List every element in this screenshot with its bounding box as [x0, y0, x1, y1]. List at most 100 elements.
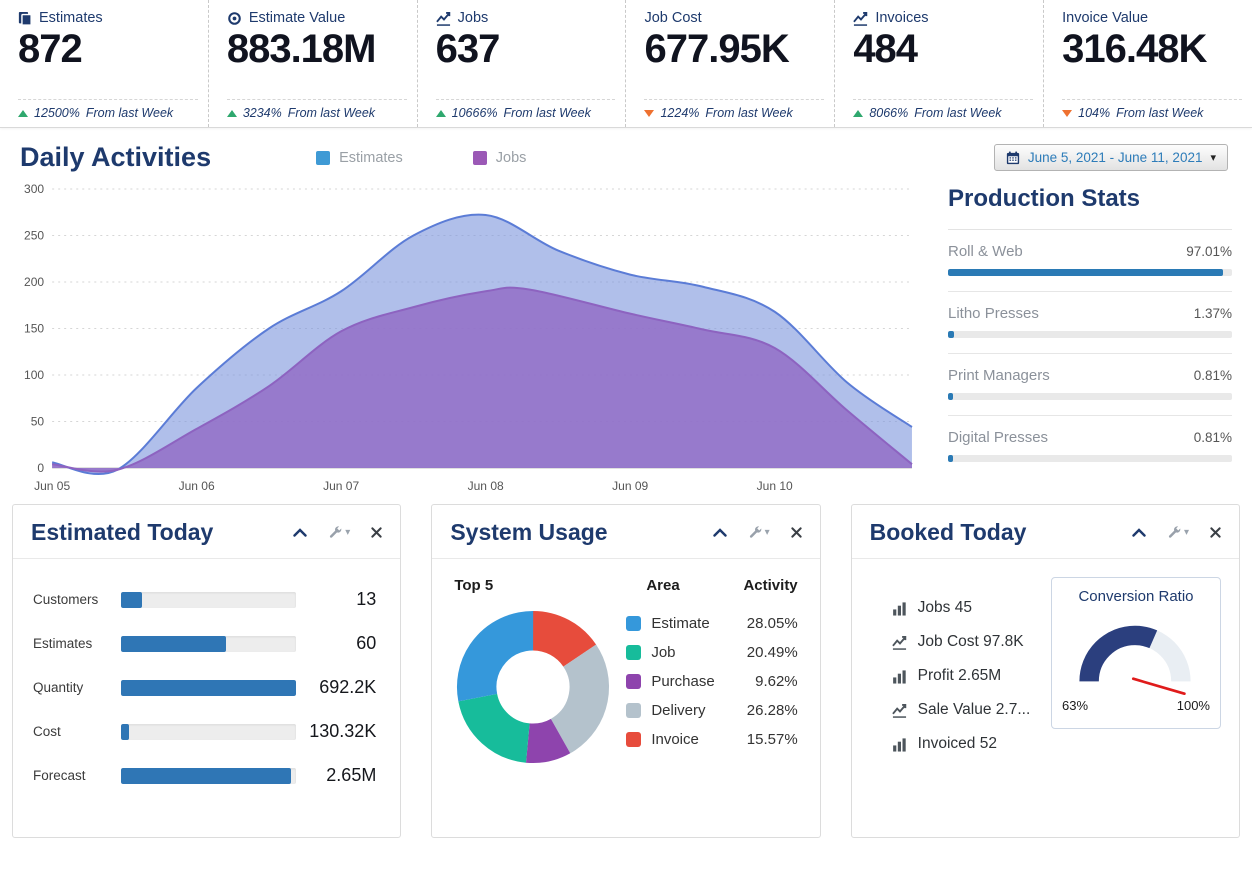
kpi-caption: From last Week	[1116, 106, 1204, 120]
kpi-card-estimate-value: Estimate Value 883.18M 3234% From last Week	[207, 0, 417, 127]
trend-up-icon	[226, 109, 237, 117]
usage-donut-chart	[457, 610, 610, 764]
gauge-fill	[1079, 625, 1191, 682]
bottom-cards: Estimated Today ▾ Customers 13 Estimates 60…	[0, 494, 1252, 839]
kpi-label: Estimates	[39, 10, 103, 26]
production-stat-item: Digital Presses 0.81%	[948, 416, 1232, 477]
svg-text:50: 50	[31, 414, 45, 428]
kpi-change: 1224%	[660, 106, 700, 120]
estimate-row-value: 2.65M	[326, 765, 377, 786]
collapse-icon[interactable]	[712, 528, 727, 537]
kpi-value: 484	[853, 27, 918, 71]
booked-item: Profit 2.65M	[892, 667, 1051, 685]
legend-swatch	[472, 150, 487, 165]
svg-text:150: 150	[24, 321, 44, 335]
collapse-icon[interactable]	[1132, 528, 1146, 537]
estimate-row-bar	[121, 723, 297, 740]
donut-segment-purchase	[457, 610, 610, 764]
close-icon[interactable]	[791, 527, 802, 538]
legend-item-jobs[interactable]: Jobs	[472, 150, 526, 166]
daily-activities-chart: 0 50 100 150 200 250 300 Jun 05 Jun 06 Jun 07 Jun …	[14, 181, 922, 494]
svg-text:Jun 09: Jun 09	[612, 479, 648, 493]
conversion-gauge: Conversion Ratio 63% 100%	[1050, 577, 1221, 730]
close-icon[interactable]	[1210, 527, 1221, 538]
bar-chart-icon	[892, 601, 907, 616]
activity-header: Activity	[743, 577, 798, 595]
wrench-icon[interactable]: ▾	[1167, 525, 1189, 540]
production-stat-item: Roll & Web 97.01%	[948, 230, 1232, 292]
calendar-icon	[1006, 151, 1020, 165]
booked-item-text: Sale Value 2.7...	[917, 701, 1031, 719]
usage-area-label: Delivery	[651, 701, 706, 719]
svg-text:Jun 10: Jun 10	[757, 479, 793, 493]
usage-legend-item: Invoice 15.57%	[626, 731, 798, 748]
usage-legend-item: Job 20.49%	[626, 644, 798, 661]
production-stat-item: Print Managers 0.81%	[948, 354, 1232, 416]
top5-label: Top 5	[454, 577, 494, 595]
kpi-label: Jobs	[457, 10, 489, 26]
card-title: Estimated Today	[31, 519, 214, 546]
kpi-value: 883.18M	[226, 27, 377, 71]
booked-item: Invoiced 52	[892, 735, 1051, 753]
kpi-card-jobs: Jobs 637 10666% From last Week	[416, 0, 626, 127]
stat-label: Digital Presses	[948, 429, 1049, 446]
svg-text:200: 200	[24, 275, 44, 289]
legend-swatch	[316, 150, 331, 165]
usage-legend-item: Estimate 28.05%	[626, 615, 798, 632]
booked-list: Jobs 45 Job Cost 97.8K Profit 2.65M Sale Va…	[866, 599, 1051, 769]
close-icon[interactable]	[371, 527, 382, 538]
estimate-row-label: Estimates	[33, 636, 93, 652]
kpi-value: 637	[435, 27, 501, 71]
usage-area-label: Purchase	[651, 672, 715, 690]
series-jobs-line	[52, 286, 913, 473]
usage-swatch	[626, 731, 642, 747]
kpi-caption: From last Week	[503, 106, 591, 120]
system-usage-card: System Usage ▾ Top 5 Area Activity Estim…	[431, 504, 821, 839]
kpi-caption: From last Week	[705, 106, 793, 120]
kpi-card-invoices: Invoices 484 8066% From last Week	[834, 0, 1043, 127]
kpi-change: 3234%	[242, 106, 282, 120]
trend-up-icon	[18, 109, 28, 117]
usage-swatch	[626, 702, 642, 718]
trend-up-icon	[853, 109, 864, 117]
svg-text:100: 100	[24, 368, 44, 382]
kpi-label: Invoice Value	[1062, 10, 1149, 26]
kpi-label: Invoices	[875, 10, 929, 26]
donut-segment-estimate	[457, 610, 610, 764]
usage-swatch	[626, 673, 642, 689]
wrench-icon[interactable]: ▾	[328, 525, 350, 540]
kpi-value: 872	[18, 27, 83, 71]
stat-label: Print Managers	[948, 367, 1050, 384]
wrench-icon[interactable]: ▾	[748, 525, 770, 540]
kpi-change: 8066%	[869, 106, 909, 120]
card-title: System Usage	[450, 519, 608, 546]
date-range-picker[interactable]: June 5, 2021 - June 11, 2021 ▾	[993, 144, 1228, 171]
trend-up-icon	[435, 109, 446, 117]
date-range-text: June 5, 2021 - June 11, 2021	[1027, 150, 1203, 165]
gauge-chart	[1079, 625, 1191, 696]
line-chart-icon	[435, 11, 451, 26]
kpi-caption: From last Week	[287, 106, 376, 120]
kpi-value: 677.95K	[644, 27, 789, 71]
svg-text:Jun 05: Jun 05	[34, 479, 70, 493]
stat-label: Roll & Web	[948, 243, 1023, 260]
series-jobs-area	[52, 287, 912, 472]
line-chart-icon	[853, 11, 868, 26]
kpi-change: 12500%	[34, 106, 80, 120]
kpi-change: 10666%	[451, 106, 498, 120]
kpi-value: 316.48K	[1062, 27, 1207, 71]
legend-item-estimates[interactable]: Estimates	[316, 150, 403, 166]
usage-legend-item: Purchase 9.62%	[626, 672, 798, 690]
collapse-icon[interactable]	[293, 528, 307, 537]
svg-text:Jun 06: Jun 06	[179, 479, 215, 493]
stat-progress-bar	[948, 393, 1232, 400]
kpi-card-job-cost: Job Cost 677.95K 1224% From last Week	[625, 0, 834, 127]
usage-swatch	[626, 615, 642, 631]
stat-value: 97.01%	[1186, 244, 1232, 259]
booked-today-card: Booked Today ▾ Jobs 45 Job Cost 97.8K Prof…	[850, 504, 1240, 839]
card-title: Booked Today	[869, 519, 1027, 546]
estimate-row: Quantity 692.2K	[33, 677, 376, 698]
daily-activities-section: Daily Activities Estimates Jobs June 5, 2…	[0, 128, 1252, 494]
line-chart-icon	[891, 635, 907, 650]
stat-value: 0.81%	[1193, 368, 1232, 383]
